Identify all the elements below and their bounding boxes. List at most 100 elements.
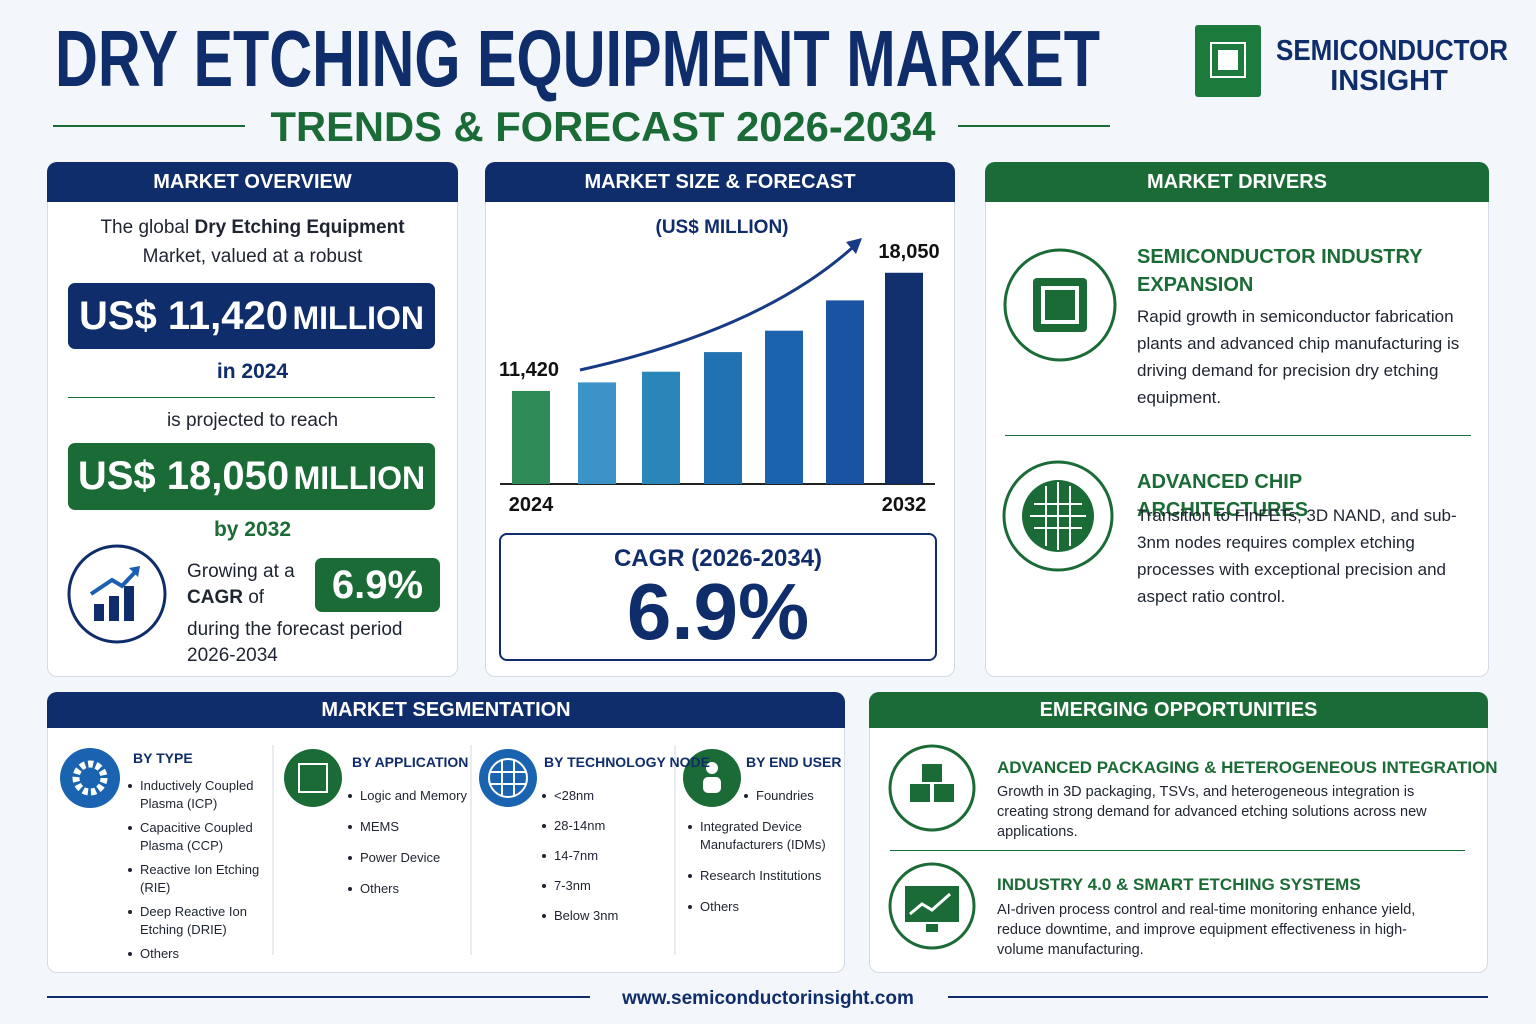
bullet (128, 868, 132, 872)
opportunity-title: ADVANCED PACKAGING & HETEROGENEOUS INTEG… (997, 758, 1498, 777)
bullet (542, 854, 546, 858)
segment-item: MEMS (348, 818, 470, 836)
bullet (128, 784, 132, 788)
text: Growing at a (187, 561, 295, 582)
bullet (542, 914, 546, 918)
driver-title: SEMICONDUCTOR INDUSTRY EXPANSION (1137, 246, 1423, 296)
bar (826, 300, 864, 484)
bullet (348, 825, 352, 829)
segment-icons (60, 745, 741, 955)
bullet (542, 824, 546, 828)
unit: MILLION (292, 300, 425, 336)
cagr-badge: 6.9% (315, 558, 440, 612)
segment-item: Inductively Coupled Plasma (ICP) (128, 777, 270, 813)
value-box: US$ 11,420 MILLION (68, 283, 435, 349)
bar (512, 390, 550, 484)
text: is projected to reach (166, 410, 339, 431)
opportunity-icons (888, 744, 976, 950)
panel-heading: MARKET DRIVERS (985, 162, 1489, 202)
text: Dry Etching Equipment (194, 217, 405, 238)
trend-arrow (846, 238, 862, 254)
bar (642, 371, 680, 484)
segment-item: 7-3nm (542, 877, 664, 895)
bullet (128, 910, 132, 914)
bullet (744, 794, 748, 798)
value: US$ 18,050 (77, 454, 290, 498)
bullet (128, 952, 132, 956)
cagr-label: CAGR (2026-2034) (613, 545, 823, 572)
value-label: 18,050 (878, 241, 939, 263)
segment-item: Others (128, 945, 270, 963)
bar (765, 330, 803, 484)
panel-heading: MARKET SEGMENTATION (47, 692, 845, 728)
bullet (542, 794, 546, 798)
subtitle: TRENDS & FORECAST 2026-2034 (271, 103, 937, 150)
segment-title: BY TECHNOLOGY NODE (544, 754, 710, 770)
segment-item: Reactive Ion Etching (RIE) (128, 861, 270, 897)
overview-intro: The global Dry Etching Equipment (47, 217, 458, 239)
segment-item: Foundries (744, 787, 891, 805)
year: in 2024 (216, 360, 289, 383)
segment-title: BY TYPE (133, 750, 193, 766)
bar (704, 352, 742, 484)
segment-title: BY APPLICATION (352, 754, 469, 770)
bullet (688, 874, 692, 878)
text: CAGR of (187, 587, 264, 609)
logo-text: SEMICONDUCTOR (1276, 35, 1508, 67)
rule (1005, 435, 1471, 436)
text: during the forecast period 2026-2034 (187, 619, 403, 666)
value: US$ 11,420 (78, 294, 289, 338)
bullet (128, 826, 132, 830)
segment-item: Others (348, 880, 470, 898)
segment-item: 28-14nm (542, 817, 664, 835)
segment-item: 14-7nm (542, 847, 664, 865)
chip-icon (1003, 248, 1117, 362)
opportunity-title: INDUSTRY 4.0 & SMART ETCHING SYSTEMS (997, 875, 1361, 894)
bar (578, 382, 616, 484)
value-box: US$ 18,050 MILLION (68, 443, 435, 510)
value-label: 11,420 (499, 359, 559, 381)
bullet (688, 825, 692, 829)
opportunity-text: Growth in 3D packaging, TSVs, and hetero… (997, 784, 1427, 840)
year: by 2032 (213, 518, 292, 541)
text: of (248, 587, 265, 608)
text: CAGR (187, 587, 243, 608)
cagr-box (499, 533, 937, 661)
opportunities-panel (869, 692, 1488, 973)
chart-subtitle: (US$ MILLION) (656, 217, 789, 238)
panel-heading: EMERGING OPPORTUNITIES (869, 692, 1488, 728)
segment-item: Below 3nm (542, 907, 664, 925)
wafer-icon (1002, 460, 1114, 572)
x-tick-label: 2032 (882, 494, 927, 516)
text: The global (100, 217, 190, 238)
segment-item: Power Device (348, 849, 470, 867)
panel-heading: MARKET OVERVIEW (47, 162, 458, 202)
title: DRY ETCHING EQUIPMENT MARKET (55, 14, 1100, 103)
rule (890, 850, 1465, 851)
logo-text: INSIGHT (1330, 65, 1448, 97)
overview-intro: Market, valued at a robust (142, 246, 363, 267)
bullet (542, 884, 546, 888)
bar (885, 272, 923, 484)
cagr-value: 6.9% (626, 567, 810, 656)
chart: (US$ MILLION) 11,420 2024 18,050 2032 (499, 217, 940, 516)
driver-text: Rapid growth in semiconductor fabricatio… (1137, 307, 1460, 407)
driver-title: ADVANCED CHIP ARCHITECTURES (1137, 471, 1309, 521)
bullet (348, 794, 352, 798)
trend-arrow (579, 246, 853, 372)
opportunity-text: AI-driven process control and real-time … (997, 902, 1416, 958)
footer-url: www.semiconductorinsight.com (621, 988, 914, 1009)
segment-title: BY END USER (746, 754, 842, 770)
segment-item: Integrated Device Manufacturers (IDMs) (688, 818, 835, 854)
unit: MILLION (293, 460, 426, 496)
bullet (348, 887, 352, 891)
segment-item: Deep Reactive Ion Etching (DRIE) (128, 903, 270, 939)
segment-item: Research Institutions (688, 867, 835, 885)
driver-text: Transition to FinFETs, 3D NAND, and sub-… (1137, 506, 1457, 606)
segmentation-panel (47, 692, 845, 973)
drivers-panel (985, 162, 1489, 677)
segment-item: <28nm (542, 787, 664, 805)
segment-item: Capacitive Coupled Plasma (CCP) (128, 819, 270, 855)
